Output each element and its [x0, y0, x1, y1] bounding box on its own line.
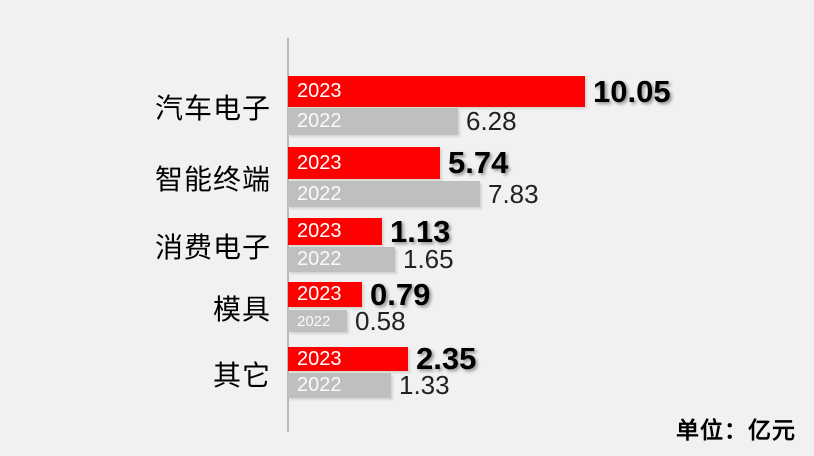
- value-label-2022-row5: 1.33: [399, 370, 450, 400]
- category-label-4: 模具: [212, 294, 271, 325]
- category-label-2: 智能终端: [154, 164, 271, 195]
- value-label-2022-row2: 7.83: [488, 178, 539, 209]
- bar-year-label: 2023: [297, 220, 342, 242]
- bar-2022-row3: 2022: [288, 247, 395, 272]
- value-label-2022-row1: 6.28: [466, 106, 517, 136]
- value-label-2023-row1: 10.05: [593, 73, 671, 109]
- bar-year-label: 2022: [297, 312, 331, 330]
- bar-2022-row2: 2022: [288, 181, 480, 207]
- bar-2023-row5: 2023: [288, 347, 408, 371]
- bar-2022-row5: 2022: [288, 373, 391, 398]
- value-label-2022-row4: 0.58: [355, 305, 406, 336]
- bar-year-label: 2023: [297, 347, 342, 370]
- value-label-2023-row5: 2.35: [416, 341, 477, 376]
- value-label-2023-row2: 5.74: [448, 145, 509, 180]
- category-label-5: 其它: [212, 359, 271, 391]
- bar-year-label: 2023: [297, 151, 342, 174]
- category-label-1: 汽车电子: [154, 92, 271, 124]
- bar-2023-row3: 2023: [288, 218, 382, 245]
- bar-2023-row1: 2023: [288, 76, 585, 107]
- value-label-2023-row3: 1.13: [390, 213, 451, 249]
- bar-2022-row4: 2022: [288, 310, 347, 332]
- bar-2023-row2: 2023: [288, 147, 440, 179]
- bar-year-label: 2023: [297, 283, 342, 305]
- bar-year-label: 2022: [297, 182, 342, 205]
- bar-2022-row1: 2022: [288, 108, 458, 135]
- value-label-2023-row4: 0.79: [370, 276, 431, 312]
- bar-year-label: 2022: [297, 374, 342, 396]
- bar-year-label: 2022: [297, 110, 342, 132]
- unit-label: 单位：亿元: [676, 417, 796, 443]
- bar-year-label: 2023: [297, 80, 342, 102]
- bar-year-label: 2022: [297, 248, 342, 270]
- category-label-3: 消费电子: [154, 232, 271, 263]
- bar-2023-row4: 2023: [288, 282, 362, 307]
- value-label-2022-row3: 1.65: [403, 244, 454, 274]
